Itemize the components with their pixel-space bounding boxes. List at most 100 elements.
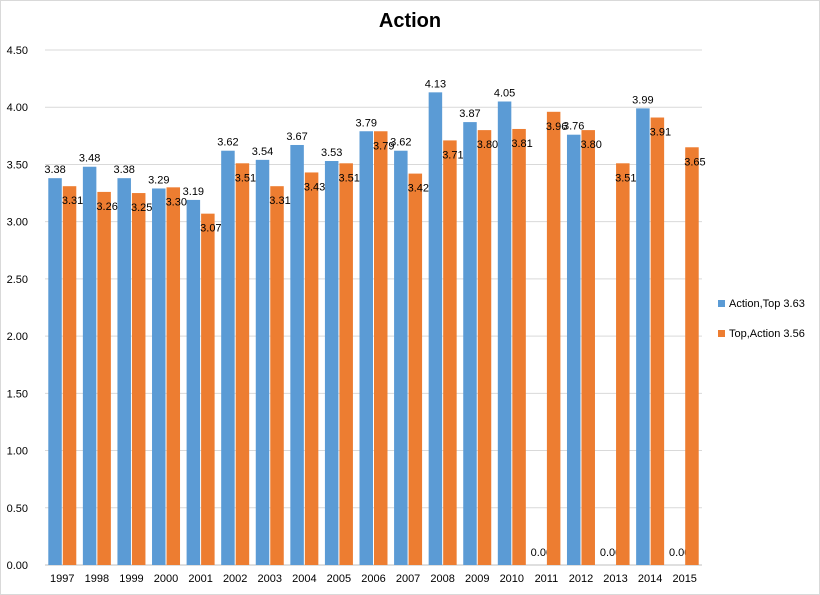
data-label-series-1: 4.05 <box>494 88 515 100</box>
bar-series-2 <box>270 186 284 565</box>
x-tick-label: 2013 <box>603 573 627 585</box>
x-tick-label: 2007 <box>396 573 420 585</box>
x-tick-label: 2008 <box>430 573 454 585</box>
bar-series-1 <box>255 159 270 565</box>
bar-series-1 <box>82 166 97 565</box>
bar-series-2 <box>408 173 423 565</box>
legend-item-series-2: Top,Action 3.56 <box>718 326 805 341</box>
data-label-series-1: 3.62 <box>217 137 238 149</box>
x-tick-label: 2001 <box>188 573 212 585</box>
bar-series-2 <box>616 163 630 566</box>
x-tick-label: 1997 <box>50 573 74 585</box>
data-label-series-1: 3.62 <box>390 137 411 149</box>
data-label-series-2: 3.81 <box>511 138 532 150</box>
data-label-series-2: 3.51 <box>235 172 256 184</box>
legend: Action,Top 3.63 Top,Action 3.56 <box>718 296 805 356</box>
bar-series-2 <box>650 117 665 566</box>
data-label-series-1: 3.38 <box>113 164 134 176</box>
data-label-series-1: 0.00 <box>600 547 621 559</box>
x-tick-label: 2004 <box>292 573 316 585</box>
data-label-series-1: 3.48 <box>79 153 100 165</box>
bar-series-2 <box>374 131 388 565</box>
x-tick-label: 2010 <box>500 573 524 585</box>
data-label-series-1: 3.76 <box>563 121 584 133</box>
data-label-series-2: 3.80 <box>581 139 602 151</box>
data-label-series-2: 3.30 <box>166 196 187 208</box>
legend-item-series-1: Action,Top 3.63 <box>718 296 805 311</box>
data-label-series-2: 3.51 <box>615 172 636 184</box>
data-label-series-2: 3.91 <box>650 127 671 139</box>
y-tick-label: 0.00 <box>7 560 28 572</box>
y-tick-label: 3.50 <box>7 159 28 171</box>
data-label-series-2: 3.80 <box>477 139 498 151</box>
data-label-series-2: 3.43 <box>304 181 325 193</box>
data-label-series-2: 3.31 <box>269 195 290 207</box>
bar-series-1 <box>117 178 131 565</box>
x-tick-label: 2012 <box>569 573 593 585</box>
data-label-series-1: 3.67 <box>286 131 307 143</box>
data-label-series-1: 4.13 <box>425 78 446 90</box>
bar-series-1 <box>221 150 235 565</box>
bar-series-2 <box>546 111 561 566</box>
y-tick-label: 2.00 <box>7 331 28 343</box>
legend-label-series-2: Top,Action 3.56 <box>729 327 805 340</box>
data-label-series-1: 3.54 <box>252 146 273 158</box>
data-label-series-2: 3.65 <box>684 156 705 168</box>
bar-series-1 <box>290 144 304 565</box>
bar-series-2 <box>201 213 215 565</box>
y-tick-label: 4.50 <box>7 45 28 57</box>
data-label-series-1: 3.38 <box>44 164 65 176</box>
y-tick-label: 1.00 <box>7 446 28 458</box>
x-tick-label: 2000 <box>154 573 178 585</box>
y-tick-label: 1.50 <box>7 388 28 400</box>
bar-series-2 <box>166 187 181 566</box>
x-tick-label: 2009 <box>465 573 489 585</box>
data-label-series-1: 0.00 <box>669 547 690 559</box>
x-tick-label: 2002 <box>223 573 247 585</box>
data-label-series-2: 3.07 <box>200 223 221 235</box>
data-label-series-1: 3.53 <box>321 147 342 159</box>
data-label-series-2: 3.96 <box>546 121 567 133</box>
bar-series-2 <box>339 163 353 566</box>
bar-series-1 <box>152 188 166 565</box>
bar-series-2 <box>62 186 77 565</box>
bar-series-1 <box>566 134 581 565</box>
data-label-series-2: 3.31 <box>62 195 83 207</box>
bar-series-2 <box>685 147 699 565</box>
data-label-series-2: 3.79 <box>373 140 394 152</box>
y-tick-label: 4.00 <box>7 102 28 114</box>
bar-series-2 <box>235 163 250 566</box>
y-tick-label: 0.50 <box>7 503 28 515</box>
legend-swatch-series-1 <box>718 300 725 307</box>
data-label-series-1: 0.00 <box>531 547 552 559</box>
bar-series-1 <box>428 92 443 565</box>
x-tick-label: 2003 <box>258 573 282 585</box>
x-tick-label: 2005 <box>327 573 351 585</box>
bar-series-1 <box>394 150 408 565</box>
bar-series-2 <box>304 172 319 565</box>
chart-title: Action <box>378 10 442 32</box>
bar-series-1 <box>497 101 512 565</box>
y-tick-label: 3.00 <box>7 217 28 229</box>
bar-series-1 <box>636 108 650 565</box>
x-tick-label: 1999 <box>119 573 143 585</box>
bar-series-2 <box>477 130 492 565</box>
legend-label-series-1: Action,Top 3.63 <box>729 297 805 310</box>
data-label-series-1: 3.99 <box>632 94 653 106</box>
bar-series-1 <box>324 161 339 565</box>
data-label-series-1: 3.19 <box>183 186 204 198</box>
bar-series-2 <box>512 128 526 565</box>
data-label-series-1: 3.29 <box>148 174 169 186</box>
x-tick-label: 2014 <box>638 573 662 585</box>
bar-series-2 <box>443 140 457 565</box>
data-label-series-2: 3.51 <box>338 172 359 184</box>
bar-series-1 <box>463 122 477 565</box>
bar-series-1 <box>359 131 373 565</box>
data-label-series-1: 3.87 <box>459 108 480 120</box>
data-label-series-2: 3.26 <box>96 201 117 213</box>
x-tick-label: 2006 <box>361 573 385 585</box>
data-label-series-2: 3.42 <box>408 183 429 195</box>
x-tick-label: 1998 <box>85 573 109 585</box>
x-tick-label: 2011 <box>535 573 559 585</box>
